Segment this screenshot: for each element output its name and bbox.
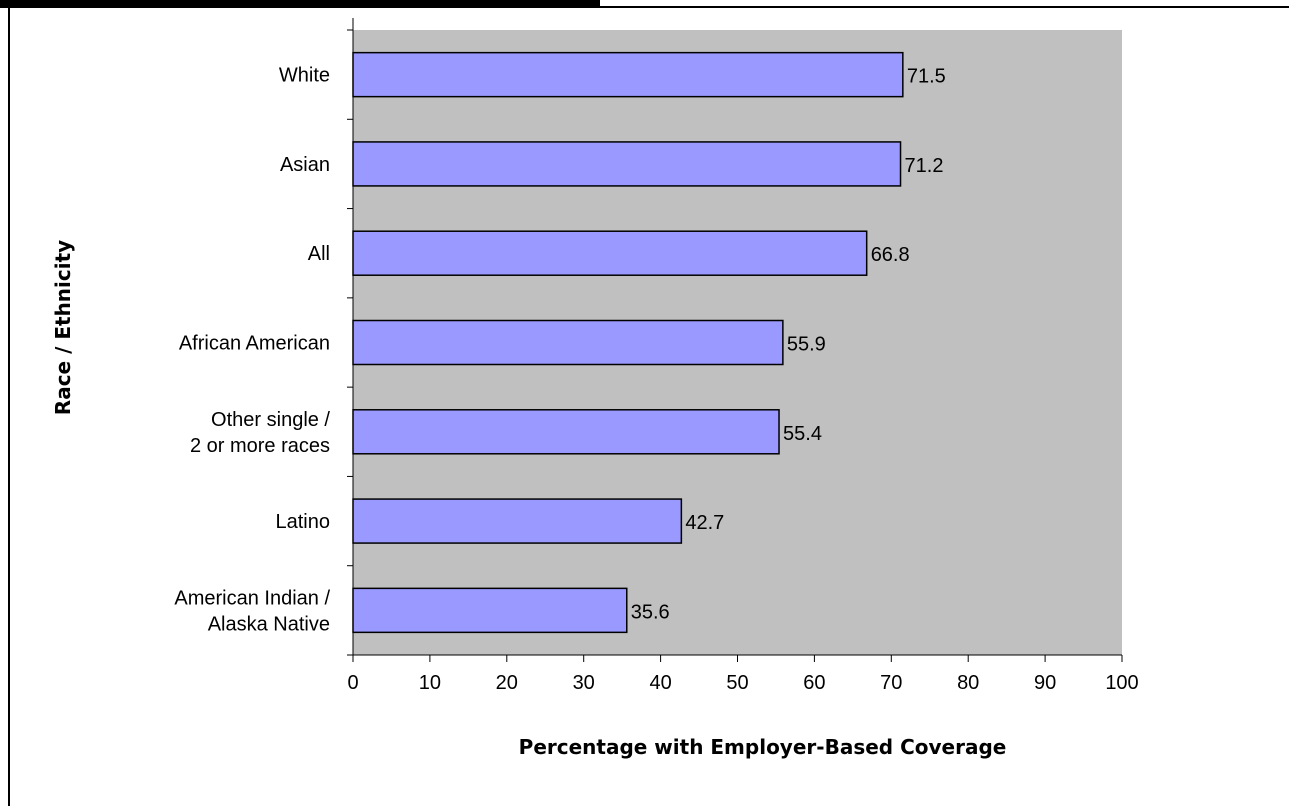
data-label: 55.9: [787, 334, 826, 356]
cropped-header-strip: [0, 0, 600, 8]
category-label: All: [308, 243, 330, 265]
x-axis-title: Percentage with Employer-Based Coverage: [519, 735, 1007, 759]
bar: [352, 319, 784, 366]
category-label: Asian: [280, 154, 330, 176]
x-tick-label: 50: [726, 672, 748, 694]
category-label: African American: [179, 333, 330, 355]
data-label: 35.6: [631, 601, 670, 623]
x-tick-label: 0: [347, 672, 358, 694]
category-label: White: [279, 65, 330, 87]
x-tick-label: 70: [880, 672, 902, 694]
category-label: Latino: [276, 511, 331, 533]
x-tick-label: 40: [649, 672, 671, 694]
x-tick-label: 20: [496, 672, 518, 694]
x-tick-label: 10: [419, 672, 441, 694]
x-tick-label: 90: [1034, 672, 1056, 694]
data-label: 66.8: [871, 244, 910, 266]
y-axis-title: Race / Ethnicity: [51, 240, 75, 415]
category-label: American Indian / Alaska Native: [174, 587, 330, 635]
category-label: Other single /2 or more races: [190, 409, 330, 457]
chart-frame: [8, 6, 1289, 806]
bar: [352, 409, 780, 455]
x-tick-label: 100: [1105, 672, 1138, 694]
data-label: 55.4: [783, 423, 822, 445]
bar: [352, 141, 902, 187]
data-label: 71.2: [905, 155, 944, 177]
bar: [352, 51, 904, 98]
bar: [352, 230, 868, 276]
bar: [352, 587, 628, 634]
x-tick-label: 30: [573, 672, 595, 694]
data-label: 71.5: [907, 66, 946, 88]
bar: [352, 498, 683, 544]
x-tick-label: 60: [803, 672, 825, 694]
x-tick-label: 80: [957, 672, 979, 694]
data-label: 42.7: [685, 512, 724, 534]
